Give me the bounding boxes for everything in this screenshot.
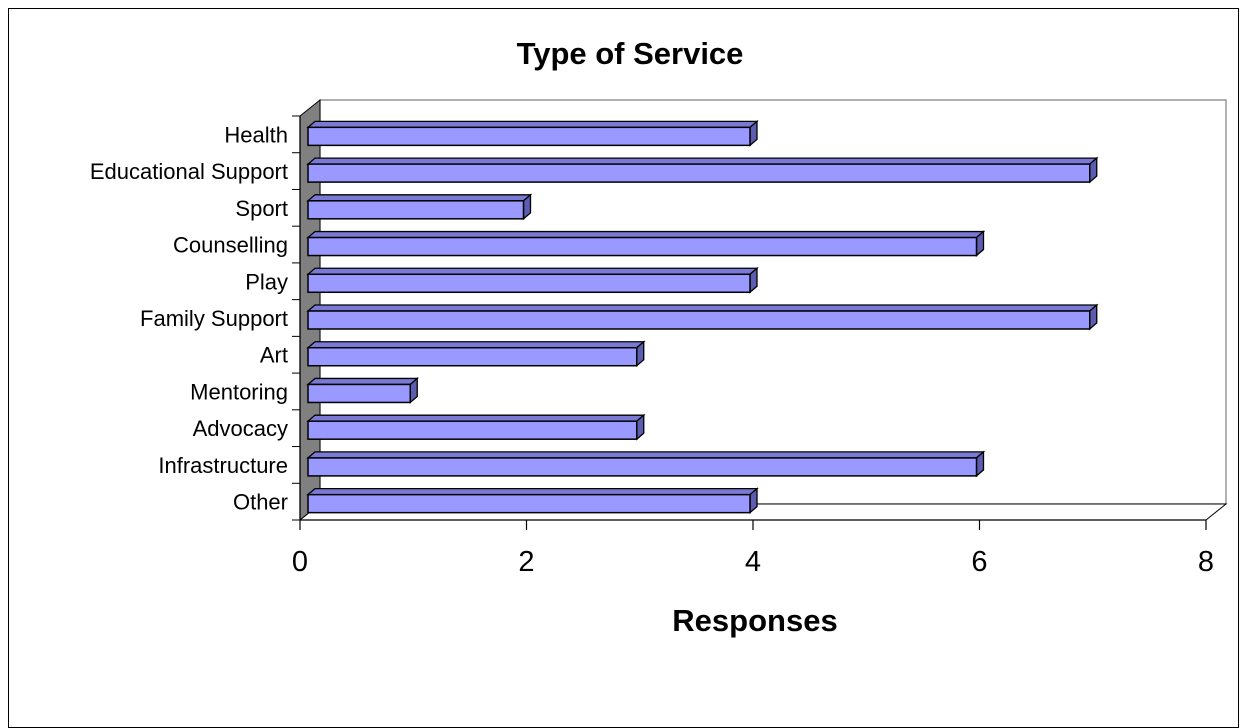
bar-top	[306, 120, 759, 129]
bar	[306, 119, 759, 147]
bar-face	[307, 310, 1091, 330]
x-axis-label: Responses	[672, 603, 837, 638]
bar-face	[307, 420, 638, 440]
x-axis: 0 2 4 6 8	[292, 116, 1214, 578]
bar	[306, 377, 420, 404]
x-tick-label: 4	[745, 546, 761, 578]
bar-top	[306, 451, 986, 459]
category-label: Educational Support	[90, 159, 288, 184]
bar-face	[307, 236, 978, 257]
bar-face	[307, 126, 751, 147]
category-label: Infrastructure	[158, 453, 288, 478]
bars	[306, 119, 1099, 515]
x-tick-label: 0	[292, 546, 308, 578]
category-label: Family Support	[140, 306, 288, 331]
bar-top	[306, 157, 1099, 165]
bar	[306, 450, 986, 478]
bar-face	[307, 273, 751, 294]
bar-face	[307, 346, 638, 367]
bar-face	[307, 457, 978, 477]
bar	[306, 303, 1099, 331]
bar	[306, 266, 759, 294]
category-label: Counselling	[173, 233, 288, 258]
bar	[306, 340, 646, 368]
category-label: Play	[245, 269, 288, 294]
chart-title: Type of Service	[517, 36, 744, 71]
bar-face	[307, 200, 525, 220]
category-label: Health	[224, 122, 288, 147]
y-axis: Health Educational Support Sport Counsellin…	[90, 115, 300, 521]
bar-top	[306, 341, 646, 349]
category-label: Other	[233, 490, 288, 515]
bar-top	[306, 230, 986, 239]
x-tick-label: 2	[518, 546, 534, 578]
bar	[306, 193, 533, 221]
bar	[306, 413, 646, 441]
bar-top	[306, 267, 759, 275]
bar	[306, 230, 986, 257]
x-tick-label: 8	[1198, 546, 1214, 578]
bar-top	[306, 487, 759, 496]
bar-face	[307, 493, 751, 514]
bar-face	[307, 163, 1091, 183]
bar	[306, 487, 759, 515]
bar-top	[306, 414, 646, 422]
category-label: Advocacy	[193, 416, 288, 441]
category-label: Sport	[235, 196, 288, 221]
bar	[306, 156, 1099, 184]
category-label: Art	[260, 343, 288, 368]
bar-top	[306, 377, 420, 386]
bar-top	[306, 194, 533, 202]
category-label: Mentoring	[190, 379, 288, 404]
x-tick-label: 6	[971, 546, 987, 578]
bar-top	[306, 304, 1099, 312]
bar-face	[307, 383, 411, 404]
